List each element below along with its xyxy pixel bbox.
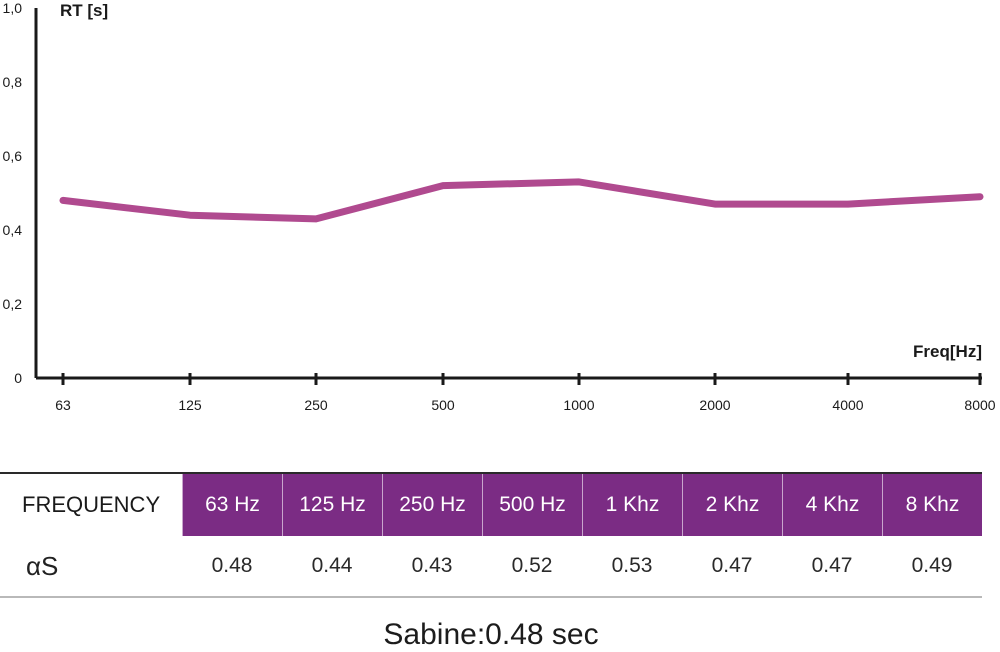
absorption-table: FREQUENCY 63 Hz 125 Hz 250 Hz 500 Hz 1 Khz 2 … bbox=[0, 472, 982, 598]
x-tick-label: 63 bbox=[55, 397, 71, 413]
absorption-value-cell: 0.44 bbox=[311, 554, 353, 577]
frequency-header-cell: 500 Hz bbox=[482, 474, 582, 536]
rt-data-point bbox=[312, 215, 320, 223]
absorption-value-cell: 0.53 bbox=[611, 554, 653, 577]
x-tick-label: 8000 bbox=[964, 397, 995, 413]
rt-data-point bbox=[59, 197, 67, 204]
frequency-header-row: FREQUENCY 63 Hz 125 Hz 250 Hz 500 Hz 1 Khz 2 … bbox=[0, 474, 982, 536]
frequency-header-cell: 2 Khz bbox=[682, 474, 782, 536]
frequency-header-label: FREQUENCY bbox=[0, 474, 182, 536]
y-tick-label: 0,8 bbox=[3, 74, 23, 90]
absorption-value-cell: 0.47 bbox=[811, 554, 853, 577]
sabine-result: Sabine:0.48 sec bbox=[383, 618, 599, 651]
rt-data-point bbox=[711, 200, 719, 208]
y-tick-label: 0,2 bbox=[3, 296, 23, 312]
x-tick-label: 2000 bbox=[699, 397, 730, 413]
table-top-rule bbox=[0, 472, 982, 474]
frequency-header-cell: 8 Khz bbox=[882, 474, 982, 536]
y-tick-label: 0,6 bbox=[3, 148, 23, 164]
rt-data-point bbox=[844, 200, 852, 208]
absorption-value-cell: 0.49 bbox=[911, 554, 953, 577]
frequency-header-cell: 125 Hz bbox=[282, 474, 382, 536]
absorption-value-cell: 0.43 bbox=[411, 554, 453, 577]
rt-data-point bbox=[186, 212, 194, 219]
y-axis-label: RT [s] bbox=[60, 1, 108, 20]
absorption-row-label: αS bbox=[26, 550, 59, 581]
x-tick-label: 1000 bbox=[563, 397, 594, 413]
frequency-header-cell: 4 Khz bbox=[782, 474, 882, 536]
y-tick-label: 0 bbox=[14, 370, 22, 386]
rt-data-point bbox=[575, 178, 583, 186]
x-tick-label: 4000 bbox=[832, 397, 863, 413]
absorption-value-cell: 0.52 bbox=[511, 554, 553, 577]
absorption-value-cell: 0.47 bbox=[711, 554, 753, 577]
rt-data-point bbox=[976, 193, 984, 200]
x-tick-label: 500 bbox=[431, 397, 455, 413]
x-axis-label: Freq[Hz] bbox=[913, 342, 982, 361]
frequency-header-cell: 250 Hz bbox=[382, 474, 482, 536]
absorption-values-row: αS 0.48 0.44 0.43 0.52 0.53 0.47 0.47 0.49 bbox=[0, 536, 982, 596]
rt-series-line bbox=[59, 178, 984, 223]
table-bottom-rule bbox=[0, 596, 982, 598]
frequency-header-cell: 63 Hz bbox=[182, 474, 282, 536]
x-tick-label: 125 bbox=[178, 397, 202, 413]
rt-data-point bbox=[439, 182, 447, 189]
x-tick-label: 250 bbox=[304, 397, 328, 413]
reverberation-time-chart: 0 0,2 0,4 0,6 0,8 1,0 63 125 250 500 1000 2000 4000… bbox=[3, 0, 996, 413]
absorption-value-cell: 0.48 bbox=[211, 554, 253, 577]
y-tick-label: 1,0 bbox=[3, 0, 23, 16]
y-tick-label: 0,4 bbox=[3, 222, 23, 238]
frequency-header-cell: 1 Khz bbox=[582, 474, 682, 536]
